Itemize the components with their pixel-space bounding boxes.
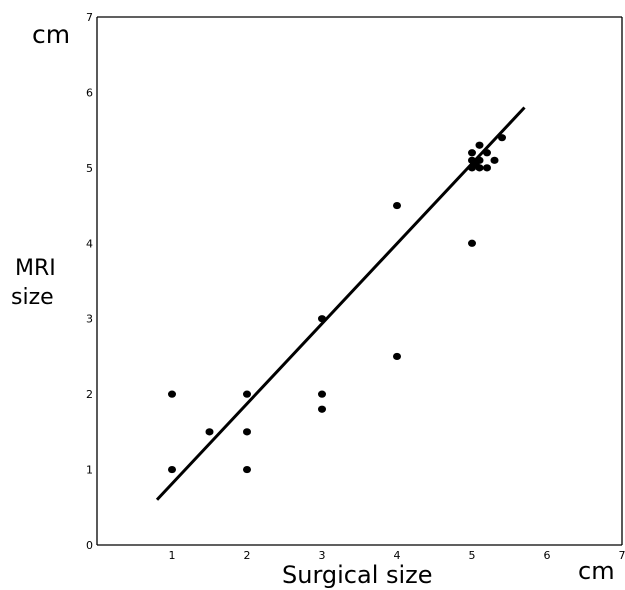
- x-tick-label: 4: [394, 549, 401, 562]
- data-points: [168, 134, 506, 474]
- data-point: [243, 390, 251, 398]
- axes: [96, 16, 623, 546]
- y-tick-label: 5: [86, 162, 93, 175]
- data-point: [168, 390, 176, 398]
- data-point: [475, 156, 484, 164]
- data-point: [243, 465, 251, 474]
- data-point: [205, 428, 214, 436]
- x-tick-label: 5: [469, 549, 476, 562]
- x-tick-label: 2: [244, 549, 251, 562]
- fit-line-group: [155, 106, 526, 501]
- y-axis-label-line2: size: [11, 285, 54, 310]
- data-point: [168, 465, 176, 474]
- y-unit-label: cm: [32, 20, 71, 49]
- data-point: [318, 390, 326, 398]
- data-point: [318, 315, 326, 323]
- x-tick-label: 7: [619, 549, 625, 562]
- tick-labels: 1 2 3 4 5 6 7 0 1 2 3 4 5 6 7: [86, 11, 625, 562]
- data-point: [490, 156, 499, 164]
- data-point: [393, 201, 401, 210]
- data-point: [498, 134, 506, 142]
- y-tick-label: 3: [86, 313, 93, 326]
- data-point: [483, 149, 491, 157]
- x-tick-label: 6: [544, 549, 551, 562]
- data-point: [318, 405, 326, 413]
- data-point: [393, 352, 401, 361]
- data-point: [475, 164, 484, 172]
- y-tick-label: 6: [86, 86, 93, 99]
- data-point: [243, 428, 251, 436]
- y-tick-label: 4: [86, 237, 93, 250]
- data-point: [475, 141, 484, 149]
- data-point: [468, 239, 476, 247]
- y-tick-label: 2: [86, 388, 93, 401]
- regression-line: [155, 106, 526, 501]
- x-tick-label: 3: [319, 549, 326, 562]
- y-tick-label: 7: [86, 11, 93, 24]
- data-point: [483, 164, 491, 172]
- data-point: [468, 149, 476, 157]
- y-axis-label-line1: MRI: [15, 256, 56, 281]
- y-tick-label: 0: [86, 539, 93, 552]
- x-tick-label: 1: [169, 549, 176, 562]
- y-tick-label: 1: [86, 464, 93, 477]
- x-unit-label: cm: [578, 557, 615, 585]
- x-axis-label: Surgical size: [282, 561, 433, 589]
